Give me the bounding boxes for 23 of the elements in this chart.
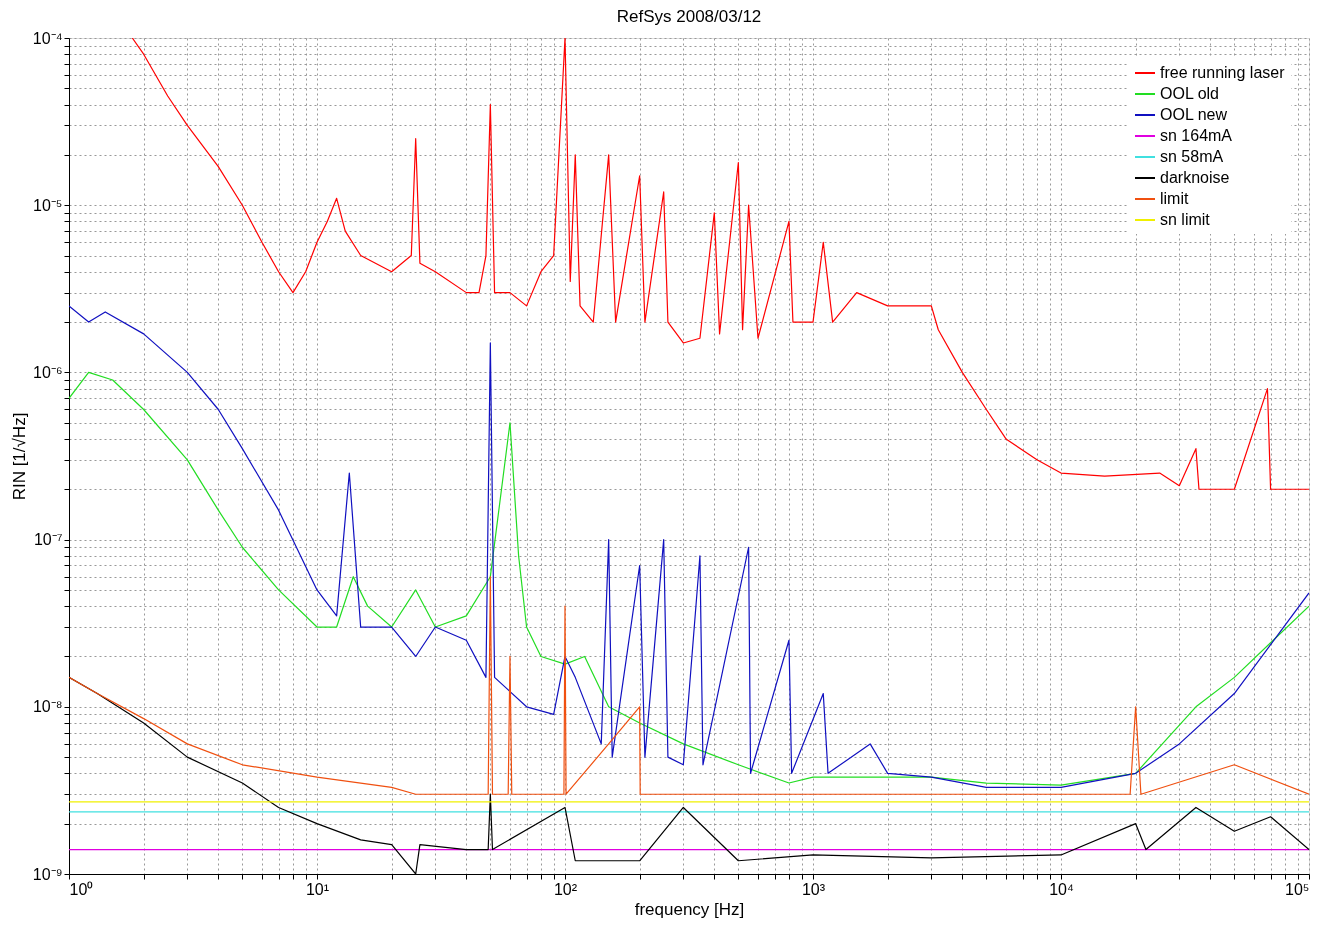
x-tick-label: 10⁴: [1049, 880, 1074, 898]
y-tick-label: 10⁻⁶: [33, 363, 63, 381]
legend-label: sn 164mA: [1160, 127, 1233, 144]
x-tick-label: 10⁵: [1285, 880, 1310, 898]
chart-title: RefSys 2008/03/12: [616, 7, 762, 26]
legend-label: OOL new: [1160, 106, 1228, 123]
y-tick-label: 10⁻⁴: [32, 29, 63, 47]
x-axis-title: frequency [Hz]: [634, 899, 745, 919]
y-tick-label: 10⁻⁹: [32, 865, 63, 883]
y-tick-label: 10⁻⁸: [32, 698, 63, 716]
y-axis-title: RIN [1/√Hz]: [9, 412, 29, 501]
legend-label: free running laser: [1160, 64, 1286, 81]
y-tick-label: 10⁻⁵: [33, 196, 63, 214]
legend-label: limit: [1160, 190, 1189, 207]
x-tick-label: 10²: [553, 880, 578, 898]
x-tick-label: 10¹: [305, 880, 330, 898]
x-tick-label: 10³: [801, 880, 826, 898]
x-tick-label: 10⁰: [69, 880, 94, 898]
legend-label: sn 58mA: [1160, 148, 1224, 165]
legend-label: darknoise: [1160, 169, 1230, 186]
legend-label: sn limit: [1160, 211, 1211, 228]
legend-label: OOL old: [1160, 85, 1219, 102]
y-tick-label: 10⁻⁷: [33, 531, 63, 549]
